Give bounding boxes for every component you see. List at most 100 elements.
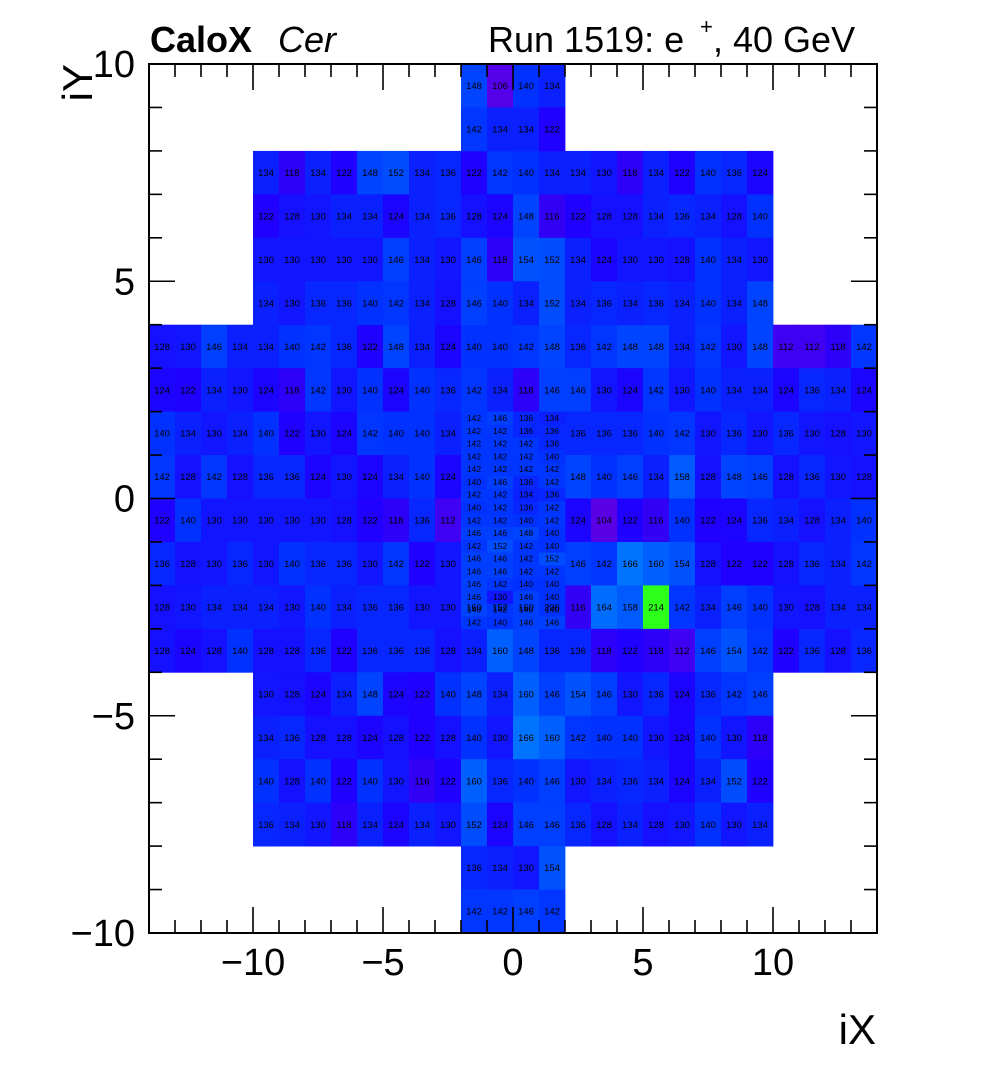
heatmap-cell <box>305 281 332 326</box>
heatmap-cell-label: 134 <box>544 81 560 92</box>
heatmap-cell <box>253 368 280 412</box>
heatmap-cell <box>695 541 722 586</box>
heatmap-cell-label: 130 <box>492 733 508 744</box>
heatmap-cell-labels: 128 130 146 134 134 140 142 136 122 148 134 124 140 1… <box>154 81 872 918</box>
heatmap-cell-label: 136 <box>519 426 533 436</box>
heatmap-cell-label: 152 <box>493 541 507 551</box>
heatmap-cell <box>747 802 774 847</box>
heatmap-cell <box>851 541 878 586</box>
heatmap-cell-label: 142 <box>493 464 507 474</box>
heatmap-cell-label: 134 <box>362 211 378 222</box>
heatmap-cell-label: 130 <box>336 255 352 266</box>
heatmap-cell <box>617 498 644 543</box>
heatmap-cell-label: 142 <box>467 618 481 628</box>
heatmap-cell <box>461 715 488 760</box>
heatmap-cell-label: 130 <box>596 385 612 396</box>
heatmap-cell-label: 140 <box>519 579 533 589</box>
heatmap-cell <box>669 368 696 412</box>
heatmap-cell-label: 134 <box>414 298 430 309</box>
heatmap-cell <box>565 715 592 760</box>
heatmap-cell-label: 146 <box>700 646 716 657</box>
heatmap-cell-label: 136 <box>362 603 378 614</box>
heatmap-cell-label: 134 <box>206 603 222 614</box>
heatmap-cell-label: 146 <box>467 579 481 589</box>
heatmap-cell-label: 134 <box>830 516 846 527</box>
heatmap-cell-label: 134 <box>596 776 612 787</box>
heatmap-cell-label: 142 <box>388 559 404 570</box>
heatmap-cell <box>461 411 488 425</box>
heatmap-cell <box>617 715 644 760</box>
heatmap-cell <box>669 150 696 195</box>
heatmap-cell-label: 128 <box>856 472 872 483</box>
heatmap-cell <box>513 802 540 847</box>
heatmap-cell <box>799 368 826 412</box>
heatmap-cell-label: 130 <box>284 516 300 527</box>
heatmap-cell-label: 130 <box>232 385 248 396</box>
heatmap-cell-label: 128 <box>284 776 300 787</box>
heatmap-cell <box>357 368 384 412</box>
heatmap-cell <box>513 475 540 489</box>
heatmap-cell <box>695 150 722 195</box>
heatmap-cell-label: 148 <box>752 342 768 353</box>
heatmap-cell <box>305 802 332 847</box>
heatmap-cell <box>825 628 852 673</box>
heatmap-cell <box>617 150 644 195</box>
heatmap-cell <box>487 150 514 195</box>
heatmap-cell-label: 140 <box>362 385 378 396</box>
heatmap-cell-label: 128 <box>388 733 404 744</box>
heatmap-cell-label: 148 <box>519 528 533 538</box>
heatmap-cell-label: 130 <box>518 863 534 874</box>
heatmap-cell <box>253 281 280 326</box>
heatmap-cell <box>669 672 696 717</box>
heatmap-cell-label: 134 <box>336 211 352 222</box>
heatmap-cell <box>357 802 384 847</box>
heatmap-cell <box>487 715 514 760</box>
heatmap-cell <box>747 150 774 195</box>
heatmap-cell-label: 128 <box>674 255 690 266</box>
heatmap-cell-label: 166 <box>518 733 534 744</box>
heatmap-cell <box>695 455 722 499</box>
heatmap-cell <box>643 368 670 412</box>
heatmap-cell <box>279 150 306 195</box>
heatmap-cell <box>175 455 202 499</box>
heatmap-cell <box>487 437 514 451</box>
heatmap-cell <box>279 324 306 369</box>
x-tick-label: 10 <box>752 942 794 984</box>
heatmap-cell-label: 134 <box>519 490 533 500</box>
heatmap-cell-label: 166 <box>622 559 638 570</box>
heatmap-cell <box>825 541 852 586</box>
heatmap-cell <box>695 498 722 543</box>
heatmap-cell-label: 140 <box>154 429 170 440</box>
heatmap-cell-label: 134 <box>414 211 430 222</box>
heatmap-cell-label: 130 <box>726 820 742 831</box>
heatmap-cell <box>565 281 592 326</box>
heatmap-cell <box>851 585 878 630</box>
heatmap-cell-label: 128 <box>154 603 170 614</box>
heatmap-cell <box>331 455 358 499</box>
heatmap-cell <box>617 194 644 239</box>
heatmap-cell <box>253 194 280 239</box>
heatmap-cell <box>669 237 696 282</box>
heatmap-cell-label: 134 <box>700 211 716 222</box>
heatmap-cell-label: 146 <box>493 528 507 538</box>
heatmap-cell-label: 140 <box>362 776 378 787</box>
heatmap-cell-label: 136 <box>362 646 378 657</box>
heatmap-cell <box>695 759 722 804</box>
heatmap-cell <box>669 715 696 760</box>
heatmap-cell-label: 142 <box>726 689 742 700</box>
heatmap-cell <box>591 237 618 282</box>
heatmap-cell-label: 134 <box>180 429 196 440</box>
heatmap-cell <box>695 585 722 630</box>
heatmap-cell-label: 146 <box>570 559 586 570</box>
heatmap-cell-label: 104 <box>596 516 612 527</box>
heatmap-cell-label: 134 <box>232 342 248 353</box>
heatmap-cell-label: 128 <box>700 559 716 570</box>
heatmap-cell <box>357 455 384 499</box>
heatmap-cell-label: 136 <box>544 646 560 657</box>
heatmap-cell <box>305 194 332 239</box>
heatmap-cell <box>435 324 462 369</box>
heatmap-cell-label: 130 <box>310 255 326 266</box>
heatmap-cell-label: 134 <box>752 820 768 831</box>
heatmap-cell-label: 128 <box>778 472 794 483</box>
heatmap-cell-label: 124 <box>440 342 456 353</box>
